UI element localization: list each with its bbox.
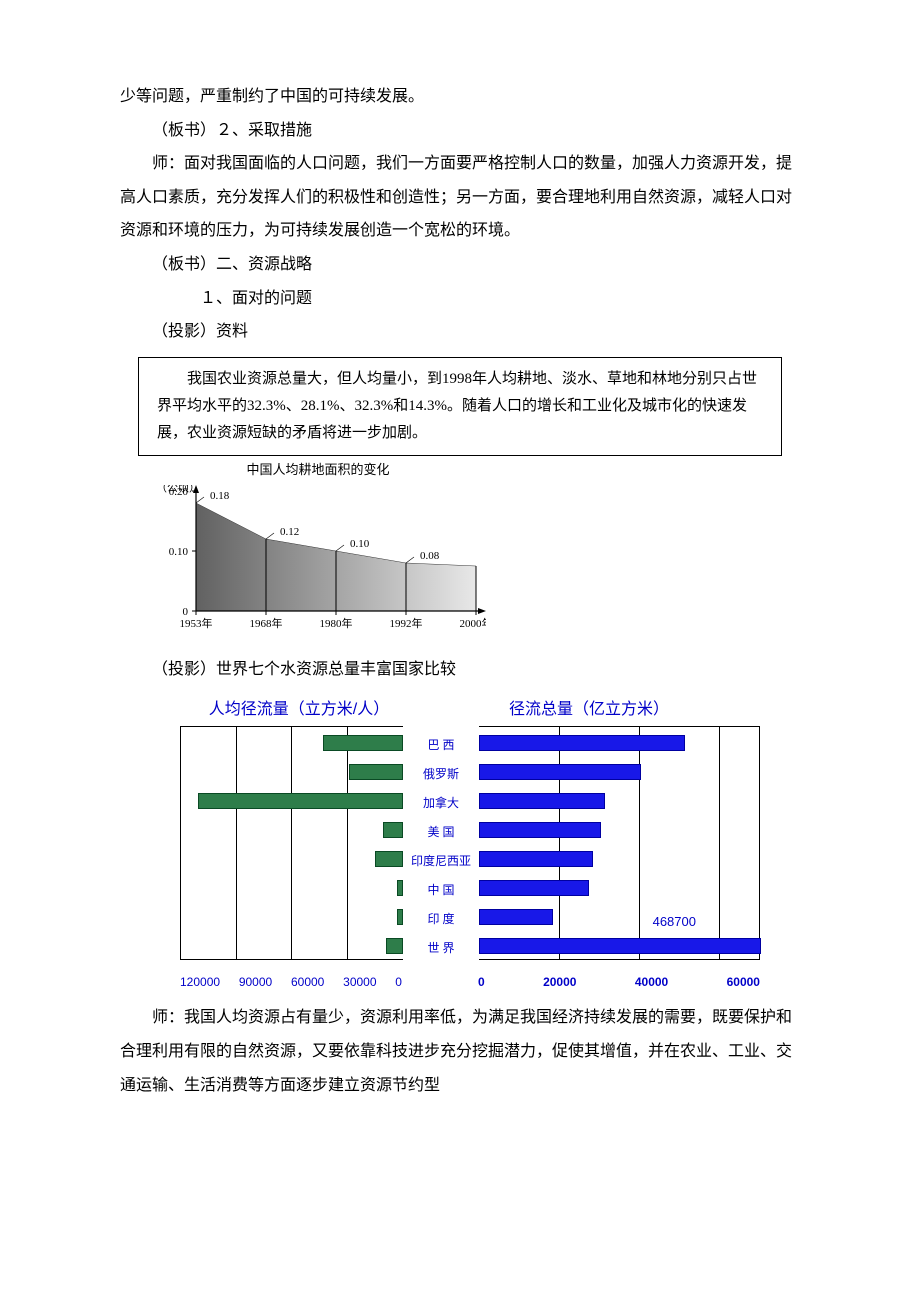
country-label: 加拿大	[403, 789, 479, 817]
right-bar	[479, 822, 601, 838]
country-label: 中 国	[403, 876, 479, 904]
dual-left-title: 人均径流量（立方米/人）	[180, 693, 418, 727]
svg-text:0: 0	[183, 606, 189, 618]
right-bar	[479, 909, 553, 925]
paragraph-6: （投影）资料	[120, 315, 800, 349]
right-plot: 468700	[479, 726, 760, 960]
paragraph-3: 师：面对我国面临的人口问题，我们一方面要严格控制人口的数量，加强人力资源开发，提…	[120, 147, 800, 248]
right-axis: 0200004000060000	[478, 970, 760, 995]
country-label: 美 国	[403, 818, 479, 846]
paragraph-2: （板书）２、采取措施	[120, 114, 800, 148]
paragraph-5: １、面对的问题	[120, 282, 800, 316]
svg-text:0.12: 0.12	[280, 526, 299, 538]
svg-text:0.10: 0.10	[169, 546, 189, 558]
info-box: 我国农业资源总量大，但人均量小，到1998年人均耕地、淡水、草地和林地分别只占世…	[138, 357, 782, 456]
right-bar	[479, 938, 761, 954]
country-label: 世 界	[403, 934, 479, 962]
area-chart-title: 中国人均耕地面积的变化	[138, 456, 498, 483]
left-axis: 1200009000060000300000	[180, 970, 402, 995]
dual-chart-body: 巴 西俄罗斯加拿大美 国印度尼西亚中 国印 度世 界 468700	[180, 726, 760, 966]
svg-text:0.10: 0.10	[350, 538, 370, 550]
svg-text:1980年: 1980年	[320, 616, 353, 630]
svg-text:0.18: 0.18	[210, 490, 230, 502]
dual-right-title: 径流总量（亿立方米）	[418, 693, 760, 727]
country-label: 印 度	[403, 905, 479, 933]
left-bar	[375, 851, 403, 867]
left-plot	[180, 726, 403, 960]
right-bar	[479, 735, 685, 751]
paragraph-4: （板书）二、资源战略	[120, 248, 800, 282]
svg-text:0.08: 0.08	[420, 550, 440, 562]
country-label: 印度尼西亚	[403, 847, 479, 875]
left-bar	[323, 735, 403, 751]
right-bar	[479, 793, 605, 809]
right-bar	[479, 880, 589, 896]
svg-text:1953年: 1953年	[180, 616, 213, 630]
area-chart-plot: 0.200.100（公顷）0.180.120.100.081953年1968年1…	[138, 485, 498, 645]
annotation-value: 468700	[653, 908, 696, 935]
svg-text:1992年: 1992年	[390, 616, 423, 630]
svg-text:（公顷）: （公顷）	[156, 485, 200, 494]
left-bar	[386, 938, 403, 954]
dual-bar-chart: 人均径流量（立方米/人） 径流总量（亿立方米） 巴 西俄罗斯加拿大美 国印度尼西…	[180, 693, 760, 996]
right-bar	[479, 764, 641, 780]
right-bar	[479, 851, 593, 867]
left-bar	[383, 822, 403, 838]
country-label: 俄罗斯	[403, 760, 479, 788]
country-label: 巴 西	[403, 731, 479, 759]
country-labels: 巴 西俄罗斯加拿大美 国印度尼西亚中 国印 度世 界	[403, 726, 479, 966]
left-bar	[349, 764, 403, 780]
page-content: 少等问题，严重制约了中国的可持续发展。 （板书）２、采取措施 师：面对我国面临的…	[0, 0, 920, 1302]
paragraph-8: 师：我国人均资源占有量少，资源利用率低，为满足我国经济持续发展的需要，既要保护和…	[120, 1001, 800, 1102]
paragraph-7: （投影）世界七个水资源总量丰富国家比较	[120, 653, 800, 687]
area-chart: 中国人均耕地面积的变化 0.200.100（公顷）0.180.120.100.0…	[138, 456, 498, 645]
svg-text:2000年: 2000年	[460, 616, 487, 630]
svg-text:1968年: 1968年	[250, 616, 283, 630]
left-bar	[198, 793, 404, 809]
paragraph-1: 少等问题，严重制约了中国的可持续发展。	[120, 80, 800, 114]
